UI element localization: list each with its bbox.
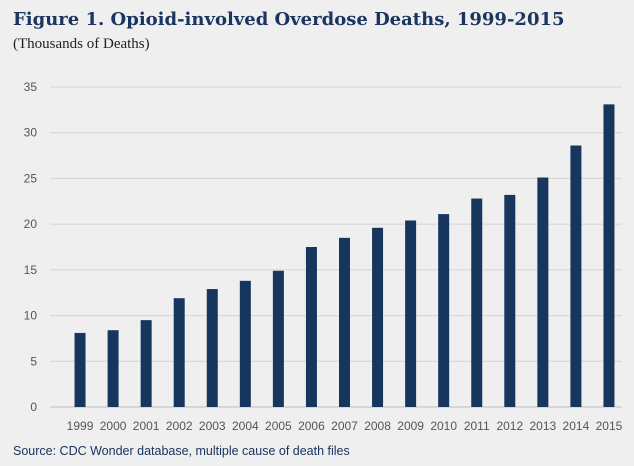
bar bbox=[74, 332, 86, 407]
y-tick-label: 0 bbox=[30, 400, 37, 414]
bar-chart: 0 5 10 15 20 25 30 35 1999 2000 2001 2002 2003 2004 20… bbox=[24, 80, 623, 433]
y-tick-label: 25 bbox=[24, 171, 38, 185]
x-tick-label: 2006 bbox=[298, 419, 325, 433]
bar bbox=[140, 320, 152, 407]
bar bbox=[603, 104, 615, 407]
y-tick-label: 20 bbox=[24, 217, 38, 231]
x-tick-label: 2011 bbox=[464, 419, 490, 433]
x-tick-label: 2007 bbox=[331, 419, 358, 433]
bar bbox=[504, 194, 516, 407]
bar bbox=[438, 214, 450, 407]
bar bbox=[570, 145, 582, 407]
x-tick-label: 2008 bbox=[364, 419, 391, 433]
x-tick-label: 2000 bbox=[100, 419, 127, 433]
x-tick-label: 2005 bbox=[265, 419, 292, 433]
y-tick-label: 35 bbox=[24, 80, 38, 94]
bar bbox=[471, 198, 483, 407]
x-tick-label: 2003 bbox=[199, 419, 226, 433]
x-tick-label: 2009 bbox=[397, 419, 424, 433]
x-tick-label: 2014 bbox=[563, 419, 590, 433]
bar bbox=[107, 330, 119, 407]
chart-title: Figure 1. Opioid-involved Overdose Death… bbox=[13, 9, 565, 30]
source-note: Source: CDC Wonder database, multiple ca… bbox=[13, 444, 350, 458]
y-tick-label: 10 bbox=[24, 309, 38, 323]
y-tick-label: 5 bbox=[30, 354, 37, 368]
x-tick-label: 2013 bbox=[530, 419, 557, 433]
bar bbox=[339, 237, 350, 407]
bar bbox=[405, 220, 417, 407]
x-tick-label: 1999 bbox=[67, 419, 94, 433]
y-tick-label: 15 bbox=[24, 263, 38, 277]
x-tick-label: 2015 bbox=[596, 419, 623, 433]
bar bbox=[272, 270, 284, 407]
bar bbox=[239, 280, 251, 407]
bar bbox=[305, 247, 317, 407]
bar bbox=[173, 298, 185, 407]
x-tick-label: 2010 bbox=[430, 419, 457, 433]
bar bbox=[206, 289, 218, 407]
bar bbox=[537, 177, 549, 407]
x-tick-label: 2002 bbox=[166, 419, 193, 433]
y-tick-label: 30 bbox=[24, 126, 38, 140]
bar bbox=[372, 227, 384, 407]
x-tick-label: 2012 bbox=[496, 419, 523, 433]
chart-subtitle: (Thousands of Deaths) bbox=[13, 36, 150, 52]
x-tick-label: 2001 bbox=[133, 419, 160, 433]
x-tick-label: 2004 bbox=[232, 419, 259, 433]
